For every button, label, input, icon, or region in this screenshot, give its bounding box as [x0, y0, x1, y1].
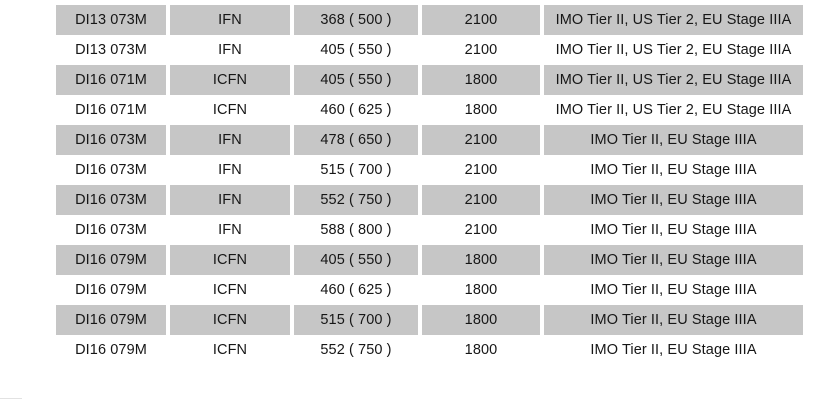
cell-emission-compliance: IMO Tier II, EU Stage IIIA [544, 155, 803, 185]
cell-emission-technology: ICFN [170, 65, 290, 95]
cell-rated-speed-rpm: 2100 [422, 155, 540, 185]
cell-emission-compliance: IMO Tier II, EU Stage IIIA [544, 185, 803, 215]
cell-rated-speed-rpm: 1800 [422, 95, 540, 125]
cell-rated-power-kw-hp: 478 ( 650 ) [294, 125, 418, 155]
table-row: DI16 071M ICFN 405 ( 550 ) 1800 IMO Tier II,… [56, 65, 803, 95]
cell-emission-compliance: IMO Tier II, US Tier 2, EU Stage IIIA [544, 35, 803, 65]
cell-engine-model: DI16 073M [56, 125, 166, 155]
cell-emission-technology: ICFN [170, 335, 290, 365]
cell-rated-speed-rpm: 1800 [422, 335, 540, 365]
cell-emission-technology: ICFN [170, 245, 290, 275]
cell-rated-power-kw-hp: 515 ( 700 ) [294, 155, 418, 185]
table-row: DI16 073M IFN 478 ( 650 ) 2100 IMO Tier II, … [56, 125, 803, 155]
cell-emission-compliance: IMO Tier II, US Tier 2, EU Stage IIIA [544, 5, 803, 35]
cell-engine-model: DI16 079M [56, 245, 166, 275]
table-row: DI13 073M IFN 405 ( 550 ) 2100 IMO Tier II, … [56, 35, 803, 65]
cell-emission-compliance: IMO Tier II, EU Stage IIIA [544, 275, 803, 305]
cell-emission-technology: IFN [170, 35, 290, 65]
cell-emission-technology: IFN [170, 125, 290, 155]
table-row: DI16 073M IFN 515 ( 700 ) 2100 IMO Tier II, … [56, 155, 803, 185]
cell-rated-speed-rpm: 2100 [422, 5, 540, 35]
cell-emission-compliance: IMO Tier II, EU Stage IIIA [544, 125, 803, 155]
cell-rated-power-kw-hp: 588 ( 800 ) [294, 215, 418, 245]
cell-engine-model: DI16 071M [56, 65, 166, 95]
cell-emission-compliance: IMO Tier II, EU Stage IIIA [544, 245, 803, 275]
cell-engine-model: DI16 073M [56, 185, 166, 215]
cell-rated-power-kw-hp: 405 ( 550 ) [294, 65, 418, 95]
cell-rated-speed-rpm: 1800 [422, 245, 540, 275]
cell-emission-technology: ICFN [170, 275, 290, 305]
cell-rated-power-kw-hp: 460 ( 625 ) [294, 95, 418, 125]
cell-emission-compliance: IMO Tier II, EU Stage IIIA [544, 215, 803, 245]
cell-rated-speed-rpm: 1800 [422, 305, 540, 335]
cell-emission-compliance: IMO Tier II, US Tier 2, EU Stage IIIA [544, 65, 803, 95]
cell-engine-model: DI16 071M [56, 95, 166, 125]
bottom-edge-rule [0, 398, 22, 399]
cell-engine-model: DI16 079M [56, 275, 166, 305]
table-row: DI16 073M IFN 588 ( 800 ) 2100 IMO Tier II, … [56, 215, 803, 245]
cell-emission-technology: ICFN [170, 305, 290, 335]
cell-engine-model: DI16 079M [56, 305, 166, 335]
cell-rated-power-kw-hp: 405 ( 550 ) [294, 35, 418, 65]
cell-rated-power-kw-hp: 460 ( 625 ) [294, 275, 418, 305]
cell-emission-technology: ICFN [170, 95, 290, 125]
cell-engine-model: DI16 073M [56, 215, 166, 245]
engine-specification-table: DI13 073M IFN 368 ( 500 ) 2100 IMO Tier II, … [52, 5, 807, 365]
cell-engine-model: DI16 079M [56, 335, 166, 365]
cell-emission-technology: IFN [170, 215, 290, 245]
cell-rated-speed-rpm: 2100 [422, 35, 540, 65]
cell-emission-compliance: IMO Tier II, EU Stage IIIA [544, 305, 803, 335]
table-row: DI16 079M ICFN 515 ( 700 ) 1800 IMO Tier II,… [56, 305, 803, 335]
cell-emission-technology: IFN [170, 185, 290, 215]
cell-rated-power-kw-hp: 368 ( 500 ) [294, 5, 418, 35]
cell-emission-compliance: IMO Tier II, US Tier 2, EU Stage IIIA [544, 95, 803, 125]
table-row: DI16 079M ICFN 552 ( 750 ) 1800 IMO Tier II,… [56, 335, 803, 365]
cell-rated-speed-rpm: 2100 [422, 125, 540, 155]
table-row: DI16 079M ICFN 460 ( 625 ) 1800 IMO Tier II,… [56, 275, 803, 305]
table-body: DI13 073M IFN 368 ( 500 ) 2100 IMO Tier II, … [56, 5, 803, 365]
cell-rated-power-kw-hp: 515 ( 700 ) [294, 305, 418, 335]
table-row: DI16 073M IFN 552 ( 750 ) 2100 IMO Tier II, … [56, 185, 803, 215]
cell-emission-technology: IFN [170, 5, 290, 35]
cell-rated-speed-rpm: 1800 [422, 275, 540, 305]
cell-rated-power-kw-hp: 552 ( 750 ) [294, 185, 418, 215]
table-row: DI16 071M ICFN 460 ( 625 ) 1800 IMO Tier II,… [56, 95, 803, 125]
cell-rated-speed-rpm: 2100 [422, 185, 540, 215]
cell-emission-compliance: IMO Tier II, EU Stage IIIA [544, 335, 803, 365]
cell-rated-speed-rpm: 1800 [422, 65, 540, 95]
cell-emission-technology: IFN [170, 155, 290, 185]
cell-engine-model: DI13 073M [56, 35, 166, 65]
cell-engine-model: DI16 073M [56, 155, 166, 185]
cell-engine-model: DI13 073M [56, 5, 166, 35]
cell-rated-power-kw-hp: 552 ( 750 ) [294, 335, 418, 365]
cell-rated-power-kw-hp: 405 ( 550 ) [294, 245, 418, 275]
table-row: DI13 073M IFN 368 ( 500 ) 2100 IMO Tier II, … [56, 5, 803, 35]
cell-rated-speed-rpm: 2100 [422, 215, 540, 245]
table-row: DI16 079M ICFN 405 ( 550 ) 1800 IMO Tier II,… [56, 245, 803, 275]
